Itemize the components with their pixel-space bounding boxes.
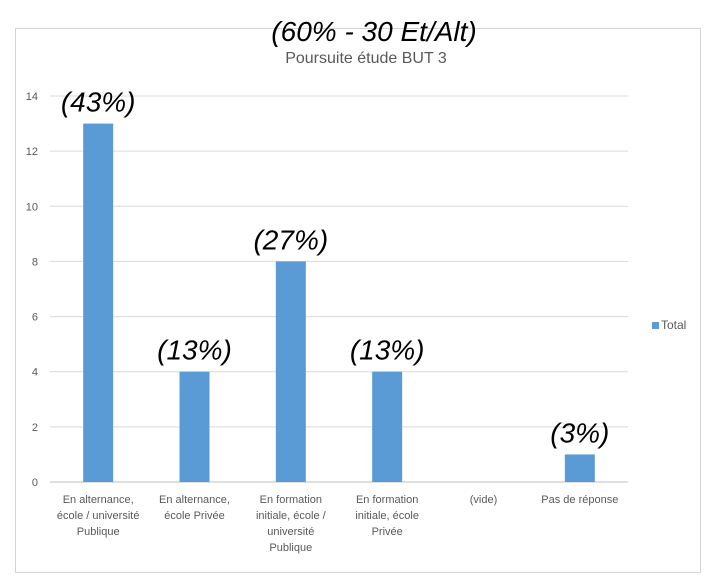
overlay-title: (60% - 30 Et/Alt)	[271, 16, 476, 47]
y-tick-label: 4	[32, 367, 38, 379]
bar	[179, 371, 210, 482]
x-category-label: En formation initiale, école / université P…	[256, 494, 327, 554]
y-tick-label: 0	[32, 477, 38, 489]
y-tick-label: 6	[32, 312, 38, 324]
y-tick-label: 2	[32, 422, 38, 434]
chart-title: Poursuite étude BUT 3	[285, 50, 447, 67]
y-tick-label: 10	[26, 201, 38, 213]
bars	[83, 123, 595, 483]
legend-label: Total	[661, 318, 686, 332]
x-category-label: En alternance, école Privée	[159, 494, 230, 522]
x-category-label: En formation initiale, école Privée	[355, 494, 419, 538]
x-axis-categories: En alternance, école / université Publique…	[57, 494, 618, 554]
percent-annotation: (43%)	[61, 87, 136, 118]
bar	[83, 123, 114, 483]
percent-annotation: (3%)	[550, 417, 609, 448]
legend: Total	[652, 318, 686, 332]
y-tick-label: 8	[32, 256, 38, 268]
bar	[372, 371, 403, 482]
y-tick-label: 14	[26, 91, 38, 103]
percent-annotation: (13%)	[157, 335, 232, 366]
percent-annotation: (27%)	[253, 224, 328, 255]
x-category-label: Pas de réponse	[541, 494, 618, 506]
bar	[275, 261, 306, 482]
gridlines	[50, 95, 628, 483]
bar	[564, 454, 595, 482]
y-axis-ticks: 0 2 4 6 8 10 12 14	[26, 91, 38, 489]
x-category-label: En alternance, école / université Publique	[57, 494, 140, 538]
x-category-label: (vide)	[470, 494, 498, 506]
value-annotations: (43%) (13%) (27%) (13%) (3%)	[61, 87, 610, 449]
legend-swatch	[652, 322, 659, 329]
y-tick-label: 12	[26, 146, 38, 158]
percent-annotation: (13%)	[350, 335, 425, 366]
